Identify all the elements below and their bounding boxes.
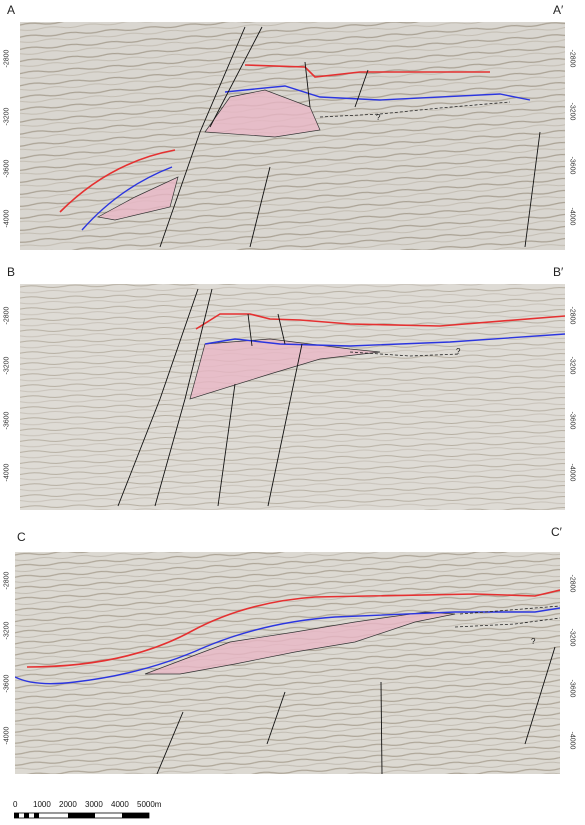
section-a-red-horizon-left [59,149,176,213]
scale-label-3000: 3000 [85,800,103,809]
section-b-red-horizon [195,313,565,330]
section-c-body [144,611,456,675]
section-c-left-tick-4: -4000 [3,726,11,745]
section-c-left-tick-1: -2800 [3,571,11,590]
section-b: B B′ ? -2800 -3200 -3600 -4000 -2800 -32… [0,262,585,517]
section-b-fault-1 [117,288,199,507]
section-a-right-tick-3: -3600 [568,156,576,175]
scale-bar: 0 1000 2000 3000 4000 5000m [0,795,585,825]
section-a-fault-3 [249,166,271,248]
section-a-left-label: A [7,3,16,17]
section-a-seismic: ? [20,22,565,250]
section-c-left-tick-3: -3600 [3,674,11,693]
section-b-dashed-horizon [349,351,461,357]
section-c-left-label: C [17,530,26,544]
section-b-right-label: B′ [553,265,564,279]
section-c-right-tick-3: -3600 [568,679,576,698]
section-a-fault-1 [159,26,246,248]
section-a-right-label: A′ [553,3,564,17]
section-b-question-mark: ? [456,347,461,356]
section-c-dashed-horizon [454,617,560,628]
section-c-fault-3 [380,681,383,774]
section-b-fault-3 [217,383,236,507]
scale-label-5000m: 5000m [137,800,162,809]
section-b-fault-6 [277,313,286,345]
section-c-right-tick-2: -3200 [568,628,576,647]
section-c-right-label: C′ [551,525,562,539]
section-c-dashed-horizon-2 [459,605,560,615]
section-c-seismic: ? [15,552,560,774]
scale-bar-graphic [14,812,150,819]
section-b-right-tick-1: -2800 [568,306,576,325]
section-b-left-tick-4: -4000 [3,463,11,482]
section-c-right-tick-4: -4000 [568,731,576,750]
section-a-fault-6 [524,131,541,248]
section-a-right-tick-4: -4000 [568,207,576,226]
section-b-left-tick-2: -3200 [3,356,11,375]
scale-label-2000: 2000 [59,800,77,809]
scale-label-0: 0 [13,800,18,809]
section-b-right-tick-2: -3200 [568,356,576,375]
section-c: C C′ ? -2800 -3200 -3600 -4000 -2800 -32… [0,522,585,782]
section-b-seismic: ? [20,284,565,510]
section-b-blue-horizon [204,333,565,347]
section-a-left-tick-1: -2800 [3,49,11,68]
section-a-question-mark: ? [376,113,381,122]
section-a: A A′ ? -2800 -3200 -3600 -4000 -2800 -32… [0,0,585,255]
section-b-right-tick-4: -4000 [568,463,576,482]
section-a-left-tick-3: -3600 [3,159,11,178]
section-b-left-tick-1: -2800 [3,306,11,325]
section-c-blue-horizon [15,607,560,685]
section-c-fault-2 [266,691,286,745]
section-a-fault-4 [304,61,311,108]
section-b-left-label: B [7,265,16,279]
section-a-fault-2 [209,26,263,128]
section-b-fault-5 [247,313,253,347]
section-c-red-horizon [26,589,560,668]
scale-label-4000: 4000 [111,800,129,809]
section-a-blue-horizon-right [224,85,531,101]
section-b-fault-4 [267,343,303,507]
section-a-right-tick-2: -3200 [568,102,576,121]
section-c-left-tick-2: -3200 [3,621,11,640]
section-c-fault-1 [156,711,184,774]
section-b-body [189,338,381,400]
section-a-red-horizon-right [244,64,490,78]
section-a-blue-horizon-left [81,166,173,231]
section-b-left-tick-3: -3600 [3,411,11,430]
scale-label-1000: 1000 [33,800,51,809]
section-a-left-tick-2: -3200 [3,107,11,126]
section-c-fault-4 [524,646,556,745]
section-a-left-tick-4: -4000 [3,209,11,228]
section-c-right-tick-1: -2800 [568,574,576,593]
section-b-right-tick-3: -3600 [568,411,576,430]
section-a-right-tick-1: -2800 [568,49,576,68]
section-c-question-mark: ? [531,637,536,646]
section-a-fault-5 [354,69,369,108]
section-a-dashed-horizon [319,101,511,118]
section-a-body-left [96,176,179,221]
section-b-fault-2 [154,288,213,507]
